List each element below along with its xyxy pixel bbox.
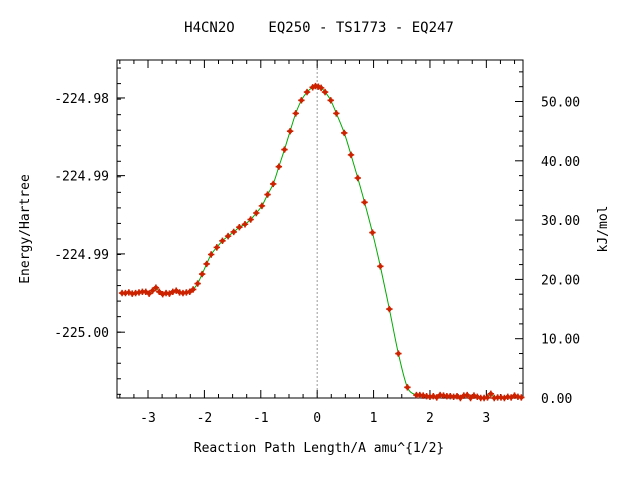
data-point-marker	[405, 385, 410, 390]
right-y-tick-label: 10.00	[541, 333, 580, 348]
right-y-tick-label: 30.00	[541, 214, 580, 229]
data-point-marker	[444, 394, 450, 399]
data-point-marker	[322, 89, 328, 95]
data-point-marker	[387, 306, 392, 312]
data-point-marker	[214, 245, 220, 250]
data-point-marker	[282, 147, 287, 152]
data-point-marker	[195, 281, 200, 286]
data-point-marker	[254, 210, 259, 216]
data-point-marker	[265, 192, 270, 197]
data-point-marker	[378, 264, 383, 269]
data-point-marker	[328, 98, 333, 103]
data-point-marker	[299, 98, 304, 103]
data-point-marker	[485, 395, 490, 400]
x-tick-label: -1	[253, 411, 269, 426]
data-point-marker	[242, 222, 248, 227]
plot-area: -3 -2 -1 0 1 2 30.0010.0020.0030.0040.0050.00-…	[54, 59, 580, 426]
right-y-axis-label: kJ/mol	[596, 206, 611, 253]
data-point-marker	[318, 85, 324, 91]
right-y-tick-label: 40.00	[541, 155, 580, 170]
data-point-marker	[157, 289, 162, 295]
data-point-marker	[334, 111, 339, 116]
data-point-marker	[304, 89, 310, 95]
data-point-marker	[146, 291, 152, 296]
x-tick-label: -2	[197, 411, 213, 426]
x-tick-label: -3	[140, 411, 156, 426]
data-point-marker	[220, 238, 225, 244]
data-point-marker	[370, 230, 375, 235]
data-point-marker	[488, 391, 494, 397]
data-point-marker	[342, 130, 347, 136]
chart-title: H4CN2O EQ250 - TS1773 - EQ247	[184, 20, 454, 36]
data-point-marker	[153, 285, 159, 290]
x-axis-label: Reaction Path Length/A amu^{1/2}	[194, 441, 444, 456]
x-tick-label: 0	[313, 411, 321, 426]
data-point-marker	[348, 152, 354, 158]
data-point-marker	[287, 128, 293, 134]
data-point-marker	[464, 392, 470, 398]
right-y-tick-label: 50.00	[541, 96, 580, 111]
data-point-marker	[140, 289, 145, 295]
left-y-tick-label: -224.99	[54, 248, 109, 263]
data-point-marker	[248, 217, 253, 222]
data-point-marker	[362, 200, 367, 205]
data-point-marker	[519, 395, 524, 400]
data-point-marker	[150, 288, 155, 293]
right-y-tick-label: 20.00	[541, 273, 580, 288]
x-tick-label: 3	[482, 411, 490, 426]
data-point-marker	[458, 395, 463, 401]
data-point-marker	[187, 289, 192, 295]
data-point-marker	[478, 395, 483, 401]
data-point-marker	[276, 164, 282, 169]
data-point-marker	[434, 395, 439, 400]
data-point-marker	[190, 287, 196, 292]
data-point-marker	[259, 203, 265, 209]
data-point-marker	[396, 351, 401, 356]
data-point-marker	[199, 271, 205, 277]
data-point-marker	[355, 175, 360, 181]
left-y-tick-label: -224.98	[54, 92, 109, 107]
data-point-marker	[414, 392, 419, 398]
data-point-marker	[293, 111, 298, 116]
energy-curve-line	[122, 85, 522, 399]
left-y-tick-label: -225.00	[54, 326, 109, 341]
left-y-tick-label: -224.99	[54, 170, 109, 185]
x-tick-label: 1	[370, 411, 378, 426]
data-point-marker	[495, 395, 500, 400]
data-point-marker	[204, 261, 209, 267]
data-point-marker	[237, 225, 242, 230]
data-point-marker	[231, 229, 236, 235]
data-point-marker	[270, 181, 276, 187]
data-point-marker	[208, 252, 214, 257]
data-point-marker	[119, 290, 125, 296]
right-y-tick-label: 0.00	[541, 392, 572, 407]
left-y-axis-label: Energy/Hartree	[18, 174, 33, 284]
plot-frame	[116, 59, 524, 399]
data-point-marker	[468, 395, 473, 401]
x-tick-label: 2	[426, 411, 434, 426]
data-point-marker	[225, 233, 231, 239]
